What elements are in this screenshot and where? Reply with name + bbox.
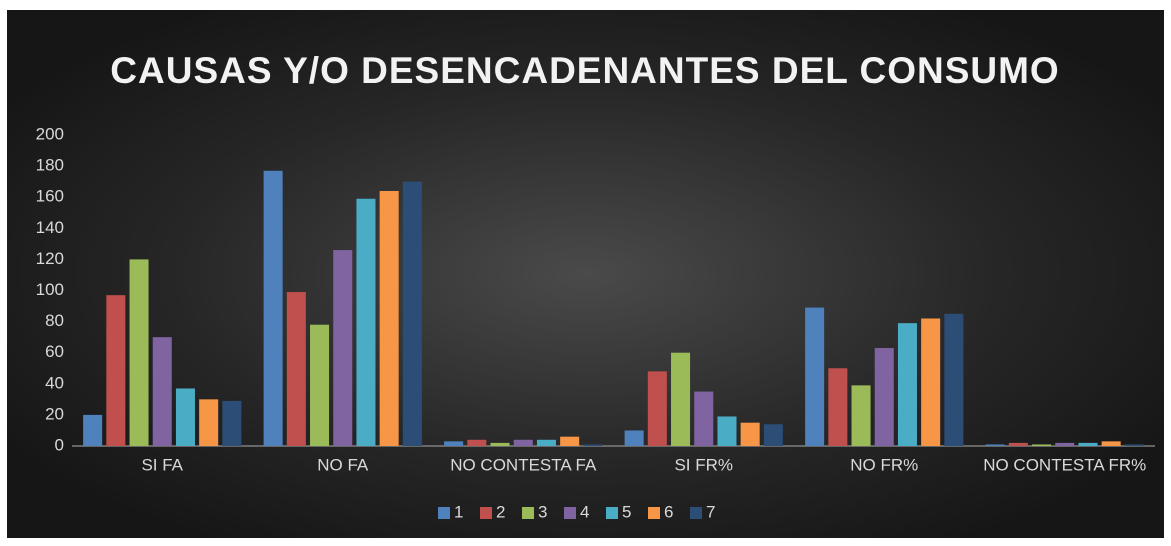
bar xyxy=(1008,442,1028,446)
y-tick-label: 120 xyxy=(36,249,64,268)
bar xyxy=(851,385,871,446)
bar xyxy=(647,371,667,446)
x-tick-label: SI FR% xyxy=(674,455,733,474)
bar xyxy=(379,190,399,446)
bar xyxy=(444,441,464,446)
legend-label: 2 xyxy=(496,502,505,521)
y-tick-label: 20 xyxy=(45,404,64,423)
bar xyxy=(944,313,964,446)
legend-swatch xyxy=(690,507,702,519)
bar xyxy=(805,307,825,446)
bar xyxy=(356,198,376,446)
legend-swatch xyxy=(438,507,450,519)
bar xyxy=(175,388,195,446)
bar xyxy=(402,181,422,446)
bar xyxy=(921,318,941,446)
bar xyxy=(763,424,783,446)
bar xyxy=(740,422,760,446)
legend-swatch xyxy=(606,507,618,519)
bar xyxy=(1055,442,1075,446)
legend-label: 6 xyxy=(664,502,673,521)
y-tick-label: 60 xyxy=(45,342,64,361)
bar xyxy=(1101,441,1121,446)
bar xyxy=(1124,444,1144,446)
bar xyxy=(490,442,510,446)
bar xyxy=(985,444,1005,446)
y-tick-label: 180 xyxy=(36,156,64,175)
legend-label: 3 xyxy=(538,502,547,521)
legend-swatch xyxy=(522,507,534,519)
legend-swatch xyxy=(648,507,660,519)
x-tick-label: NO CONTESTA FR% xyxy=(983,455,1146,474)
bar xyxy=(897,323,917,446)
bar xyxy=(1032,444,1052,446)
x-tick-label: SI FA xyxy=(141,455,183,474)
bar xyxy=(560,436,580,446)
chart-title: CAUSAS Y/O DESENCADENANTES DEL CONSUMO xyxy=(110,50,1059,91)
y-tick-label: 160 xyxy=(36,187,64,206)
y-tick-label: 100 xyxy=(36,280,64,299)
chart-background xyxy=(7,10,1164,538)
bar xyxy=(624,430,644,446)
x-tick-label: NO CONTESTA FA xyxy=(450,455,597,474)
legend-label: 5 xyxy=(622,502,631,521)
legend-label: 1 xyxy=(454,502,463,521)
bar xyxy=(222,400,242,446)
legend-label: 4 xyxy=(580,502,589,521)
legend-swatch xyxy=(480,507,492,519)
bar xyxy=(83,414,103,446)
bar xyxy=(333,250,353,446)
bar xyxy=(467,439,487,446)
bar xyxy=(536,439,556,446)
bar xyxy=(286,292,306,446)
bar xyxy=(513,439,533,446)
bar xyxy=(1078,442,1098,446)
bar xyxy=(129,259,149,446)
bar xyxy=(671,352,691,446)
bar xyxy=(583,444,603,446)
bar xyxy=(263,170,283,446)
bar xyxy=(874,348,894,446)
bar xyxy=(694,391,714,446)
y-tick-label: 40 xyxy=(45,373,64,392)
y-tick-label: 200 xyxy=(36,124,64,143)
bar xyxy=(199,399,219,446)
bar xyxy=(828,368,848,446)
bar xyxy=(310,324,330,446)
legend-label: 7 xyxy=(706,502,715,521)
y-tick-label: 80 xyxy=(45,311,64,330)
x-tick-label: NO FA xyxy=(317,455,369,474)
bar xyxy=(106,295,126,446)
x-tick-label: NO FR% xyxy=(850,455,918,474)
y-tick-label: 140 xyxy=(36,218,64,237)
y-tick-label: 0 xyxy=(55,435,64,454)
bar xyxy=(717,416,737,446)
legend-swatch xyxy=(564,507,576,519)
bar xyxy=(152,337,172,446)
